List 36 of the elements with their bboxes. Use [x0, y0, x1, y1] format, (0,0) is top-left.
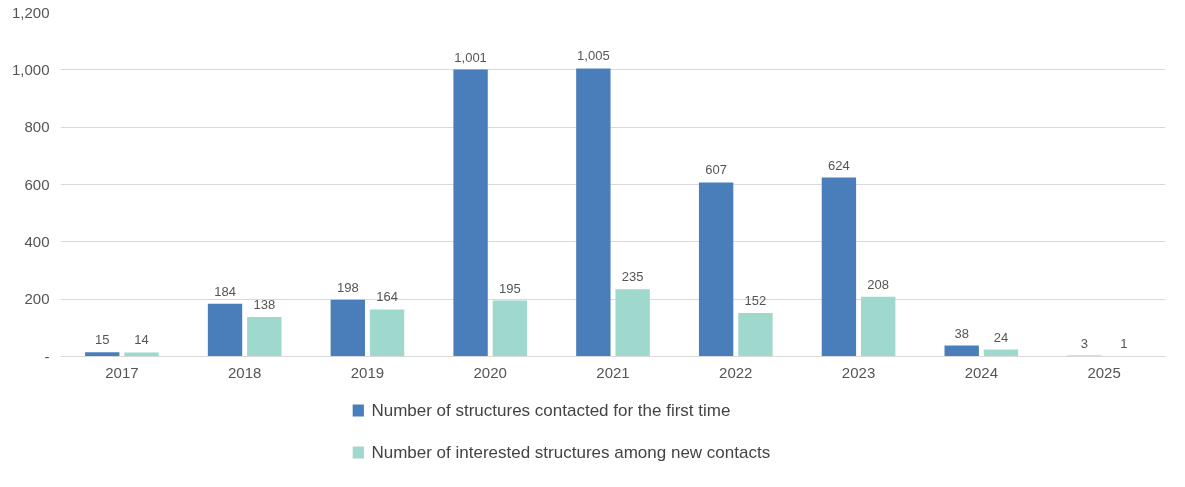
data-label: 24 — [993, 329, 1009, 345]
x-tick-label: 2023 — [841, 363, 876, 381]
data-label: 208 — [867, 276, 890, 292]
y-tick-label: 400 — [24, 232, 50, 250]
data-label: 138 — [253, 296, 276, 312]
data-label: 3 — [1080, 335, 1089, 351]
y-tick-label: 600 — [24, 175, 50, 193]
legend-label: Number of structures contacted for the first time — [371, 401, 731, 420]
y-tick-label: 1,200 — [11, 3, 50, 21]
data-label: 14 — [134, 332, 149, 348]
data-label: 235 — [621, 269, 644, 285]
y-tick-label: 1,000 — [11, 60, 50, 78]
legend-label: Number of interested structures among new contacts — [371, 443, 771, 462]
x-tick-label: 2020 — [473, 363, 507, 381]
y-tick-label: 200 — [24, 290, 50, 308]
data-label: 38 — [954, 325, 969, 341]
y-tick-label: - — [44, 347, 50, 365]
data-label: 1,005 — [577, 48, 610, 64]
data-label: 198 — [336, 279, 359, 295]
x-tick-label: 2019 — [350, 363, 385, 381]
data-label: 164 — [376, 289, 398, 305]
data-label: 1,001 — [454, 49, 487, 65]
x-tick-label: 2021 — [596, 363, 630, 381]
data-label: 1 — [1120, 336, 1128, 352]
x-tick-label: 2024 — [964, 363, 999, 381]
data-label: 15 — [95, 332, 110, 348]
x-tick-label: 2025 — [1087, 363, 1121, 381]
x-tick-label: 2022 — [719, 363, 753, 381]
y-tick-label: 800 — [24, 118, 50, 136]
data-label: 184 — [214, 283, 236, 299]
data-label: 195 — [499, 280, 521, 296]
data-label: 152 — [744, 292, 767, 308]
x-tick-label: 2017 — [105, 363, 139, 381]
data-label: 607 — [705, 162, 727, 178]
data-label: 624 — [828, 157, 850, 173]
x-tick-label: 2018 — [227, 363, 262, 381]
